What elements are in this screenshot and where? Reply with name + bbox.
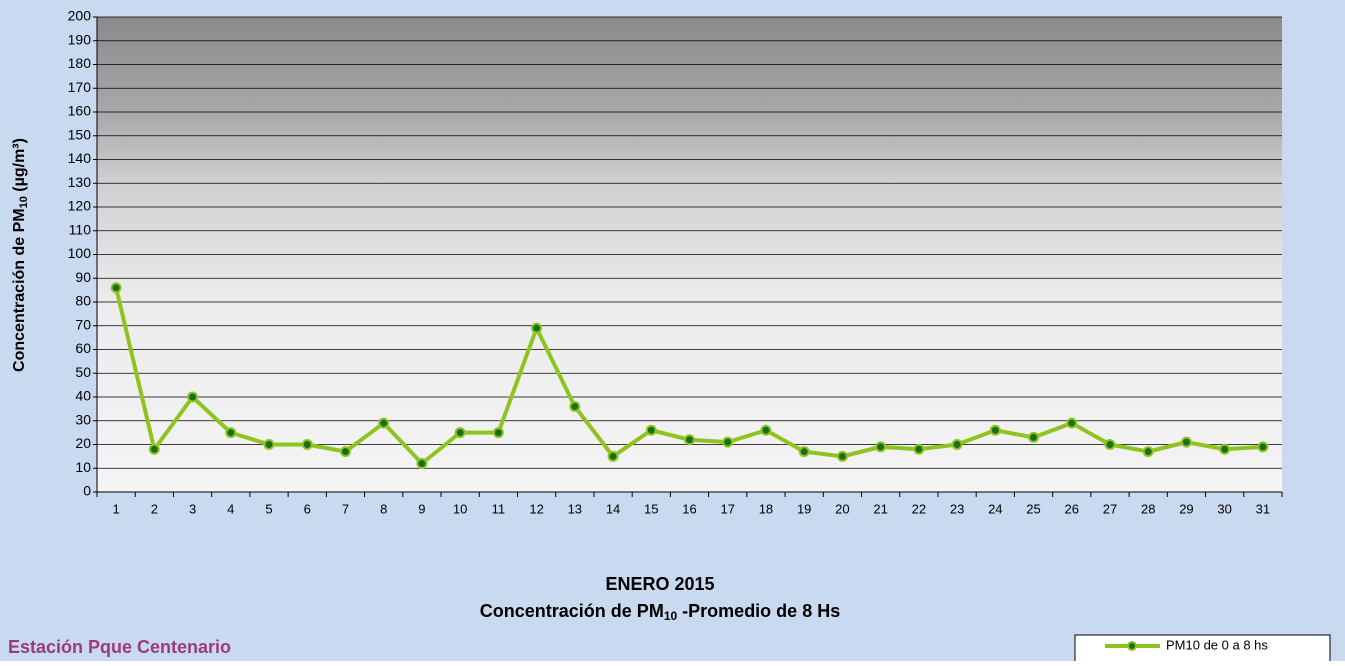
legend-marker — [1128, 642, 1136, 650]
title-part: Concentración de PM — [480, 601, 664, 621]
point — [1105, 440, 1114, 449]
x-tick-label: 28 — [1141, 501, 1155, 516]
x-tick-label: 24 — [988, 501, 1002, 516]
point — [570, 402, 579, 411]
x-tick-label: 13 — [568, 501, 582, 516]
point — [188, 393, 197, 402]
y-tick-label: 90 — [75, 269, 91, 285]
x-tick-label: 12 — [529, 501, 543, 516]
title-part: -Promedio de 8 Hs — [677, 601, 840, 621]
y-tick-label: 190 — [68, 31, 92, 47]
y-tick-label: 30 — [75, 411, 91, 427]
x-tick-label: 7 — [342, 501, 349, 516]
point — [876, 442, 885, 451]
y-tick-label: 120 — [68, 198, 92, 214]
x-tick-label: 25 — [1026, 501, 1040, 516]
x-tick-label: 11 — [492, 501, 506, 516]
station-label: Estación Pque Centenario — [8, 637, 231, 657]
y-tick-label: 10 — [75, 459, 91, 475]
point — [150, 445, 159, 454]
point — [265, 440, 274, 449]
x-tick-label: 6 — [304, 501, 311, 516]
y-label-sub: 10 — [18, 196, 30, 208]
chart: Concentración de PM10 (µg/m³) ENERO 2015… — [0, 0, 1345, 661]
point — [456, 428, 465, 437]
point — [417, 459, 426, 468]
y-tick-label: 20 — [75, 435, 91, 451]
y-tick-label: 0 — [83, 483, 91, 499]
point — [761, 426, 770, 435]
point — [991, 426, 1000, 435]
point — [1182, 438, 1191, 447]
y-tick-label: 50 — [75, 364, 91, 380]
x-tick-label: 8 — [380, 501, 387, 516]
point — [303, 440, 312, 449]
y-tick-label: 160 — [68, 103, 92, 119]
point — [494, 428, 503, 437]
point — [1067, 419, 1076, 428]
point — [647, 426, 656, 435]
x-tick-label: 23 — [950, 501, 964, 516]
point — [1258, 442, 1267, 451]
y-tick-label: 170 — [68, 79, 92, 95]
point — [838, 452, 847, 461]
x-tick-label: 14 — [606, 501, 620, 516]
y-label-part: Concentración de PM — [11, 208, 28, 372]
chart-title: ENERO 2015 — [605, 574, 714, 594]
x-tick-label: 17 — [720, 501, 734, 516]
title-sub: 10 — [664, 609, 678, 623]
point — [914, 445, 923, 454]
x-tick-label: 21 — [873, 501, 887, 516]
y-label-part: (µg/m³) — [11, 138, 28, 196]
x-tick-label: 20 — [835, 501, 849, 516]
x-tick-label: 1 — [112, 501, 119, 516]
point — [532, 324, 541, 333]
x-tick-label: 5 — [265, 501, 272, 516]
x-tick-label: 15 — [644, 501, 658, 516]
x-tick-label: 9 — [418, 501, 425, 516]
point — [1220, 445, 1229, 454]
x-tick-label: 30 — [1217, 501, 1231, 516]
y-tick-label: 110 — [69, 221, 92, 237]
x-tick-label: 19 — [797, 501, 811, 516]
x-tick-label: 22 — [912, 501, 926, 516]
point — [1029, 433, 1038, 442]
x-tick-label: 31 — [1256, 501, 1270, 516]
point — [226, 428, 235, 437]
point — [953, 440, 962, 449]
y-tick-label: 150 — [68, 126, 92, 142]
y-tick-label: 200 — [68, 8, 92, 24]
x-tick-label: 29 — [1179, 501, 1193, 516]
y-axis-label: Concentración de PM10 (µg/m³) — [11, 138, 30, 372]
x-tick-label: 26 — [1065, 501, 1079, 516]
y-tick-label: 180 — [68, 55, 92, 71]
y-tick-label: 130 — [68, 174, 92, 190]
y-tick-label: 140 — [68, 150, 92, 166]
x-tick-label: 10 — [453, 501, 467, 516]
point — [341, 447, 350, 456]
x-tick-label: 4 — [227, 501, 234, 516]
point — [723, 438, 732, 447]
legend-label: PM10 de 0 a 8 hs — [1166, 637, 1268, 652]
x-tick-label: 27 — [1103, 501, 1117, 516]
x-tick-label: 2 — [151, 501, 158, 516]
page: Concentración de PM10 (µg/m³) ENERO 2015… — [0, 0, 1345, 666]
x-tick-label: 16 — [682, 501, 696, 516]
point — [112, 283, 121, 292]
point — [800, 447, 809, 456]
y-tick-label: 80 — [75, 293, 91, 309]
y-tick-label: 60 — [75, 340, 91, 356]
point — [379, 419, 388, 428]
point — [1144, 447, 1153, 456]
x-tick-label: 18 — [759, 501, 773, 516]
y-tick-label: 100 — [68, 245, 92, 261]
y-tick-label: 40 — [75, 388, 91, 404]
point — [685, 435, 694, 444]
y-tick-label: 70 — [75, 316, 91, 332]
chart-subtitle: Concentración de PM10 -Promedio de 8 Hs — [480, 601, 840, 623]
point — [609, 452, 618, 461]
x-tick-label: 3 — [189, 501, 196, 516]
